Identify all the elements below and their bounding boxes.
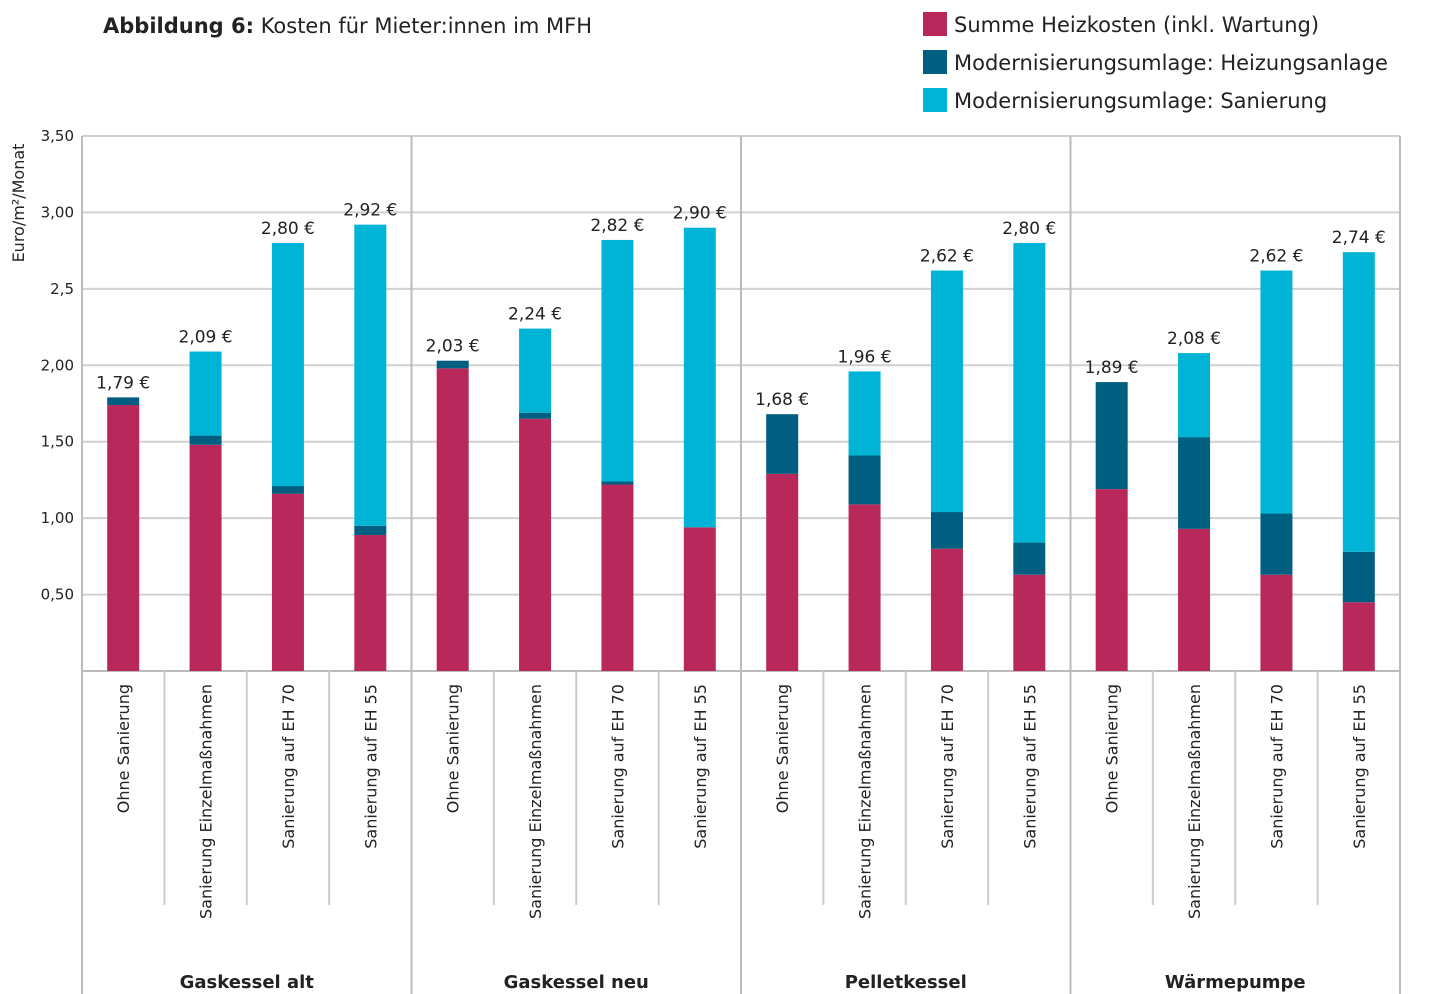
y-tick-label: 2,00: [41, 356, 74, 374]
bar-segment: [1260, 270, 1293, 514]
x-tick-label: Ohne Sanierung: [114, 684, 133, 813]
total-label: 1,79 €: [96, 373, 150, 393]
bar-segment: [930, 270, 963, 513]
bar-segment: [1342, 551, 1375, 603]
y-tick-label: 1,50: [41, 433, 74, 451]
bar-segment: [107, 405, 140, 671]
group-label: Gaskessel alt: [180, 972, 315, 993]
group-label: Wärmepumpe: [1165, 972, 1306, 993]
bar-segment: [601, 484, 634, 671]
bar-segment: [271, 493, 304, 671]
bar-segment: [519, 328, 552, 413]
title-text: Kosten für Mieter:innen im MFH: [261, 14, 592, 38]
x-tick-label: Sanierung Einzelmaßnahmen: [856, 684, 875, 919]
bar-segment: [1013, 574, 1046, 671]
legend-label: Summe Heizkosten (inkl. Wartung): [954, 13, 1319, 37]
legend-swatch: [923, 50, 947, 74]
bar-segment: [1178, 353, 1211, 438]
total-label: 2,74 €: [1332, 228, 1386, 248]
y-tick-label: 3,00: [41, 203, 74, 221]
total-label: 2,03 €: [426, 337, 480, 357]
total-label: 1,96 €: [838, 347, 892, 367]
y-tick-label: 0,50: [41, 586, 74, 604]
x-tick-label: Sanierung Einzelmaßnahmen: [526, 684, 545, 919]
x-tick-label: Sanierung Einzelmaßnahmen: [1185, 684, 1204, 919]
bar-segment: [189, 351, 222, 436]
bar-segment: [848, 504, 881, 671]
bar-segment: [436, 360, 469, 369]
bar-segment: [354, 534, 387, 671]
total-label: 2,82 €: [590, 216, 644, 236]
group-label: Pelletkessel: [845, 972, 967, 993]
x-tick-label: Sanierung auf EH 70: [938, 684, 957, 849]
bar-segment: [107, 397, 140, 406]
title-prefix: Abbildung 6:: [103, 14, 254, 38]
y-tick-label: 2,5: [50, 280, 74, 298]
bar-segment: [930, 548, 963, 671]
bar-segment: [1013, 542, 1046, 575]
bar-segment: [354, 224, 387, 526]
bar-segment: [601, 481, 634, 485]
total-label: 2,24 €: [508, 305, 562, 325]
x-tick-label: Ohne Sanierung: [444, 684, 463, 813]
x-tick-label: Sanierung auf EH 55: [361, 684, 380, 849]
total-label: 2,80 €: [261, 219, 315, 239]
total-label: 1,68 €: [755, 390, 809, 410]
legend-label: Modernisierungsumlage: Heizungsanlage: [954, 51, 1388, 75]
x-tick-label: Sanierung auf EH 55: [1350, 684, 1369, 849]
bar-segment: [271, 243, 304, 487]
bar-segment: [271, 486, 304, 494]
total-label: 2,08 €: [1167, 329, 1221, 349]
y-tick-label: 1,00: [41, 509, 74, 527]
total-label: 1,89 €: [1085, 358, 1139, 378]
bar-segment: [930, 512, 963, 549]
bar-segment: [683, 527, 716, 671]
total-label: 2,09 €: [179, 328, 233, 348]
x-tick-label: Sanierung auf EH 70: [608, 684, 627, 849]
total-label: 2,90 €: [673, 204, 727, 224]
bar-segment: [189, 444, 222, 671]
x-tick-label: Sanierung auf EH 70: [1267, 684, 1286, 849]
bar-segment: [436, 368, 469, 671]
x-tick-label: Sanierung auf EH 70: [279, 684, 298, 849]
bar-segment: [1178, 528, 1211, 671]
bar-segment: [1342, 252, 1375, 552]
bar-segment: [1342, 602, 1375, 671]
bar-segment: [1260, 574, 1293, 671]
bar-segment: [1260, 513, 1293, 575]
bar-segment: [848, 371, 881, 456]
total-label: 2,80 €: [1002, 219, 1056, 239]
total-label: 2,92 €: [343, 201, 397, 221]
bar-segment: [189, 435, 222, 445]
legend-swatch: [923, 12, 947, 36]
bar-segment: [1178, 437, 1211, 529]
chart-title: Abbildung 6: Kosten für Mieter:innen im …: [103, 14, 592, 38]
bar-segment: [601, 239, 634, 482]
x-tick-label: Ohne Sanierung: [773, 684, 792, 813]
bar-segment: [1013, 243, 1046, 543]
bar-segment: [1095, 489, 1128, 671]
group-label: Gaskessel neu: [504, 972, 649, 993]
bar-segment: [766, 473, 799, 671]
legend-swatch: [923, 88, 947, 112]
bar-segment: [519, 412, 552, 419]
bar-segment: [766, 414, 799, 474]
bar-segment: [683, 227, 716, 528]
x-tick-label: Sanierung Einzelmaßnahmen: [197, 684, 216, 919]
total-label: 2,62 €: [920, 247, 974, 267]
x-tick-label: Ohne Sanierung: [1103, 684, 1122, 813]
bar-segment: [848, 455, 881, 505]
bar-segment: [519, 418, 552, 671]
y-axis-label: Euro/m²/Monat: [9, 144, 28, 263]
legend-label: Modernisierungsumlage: Sanierung: [954, 89, 1327, 113]
bar-segment: [1095, 382, 1128, 490]
x-tick-label: Sanierung auf EH 55: [1020, 684, 1039, 849]
bar-segment: [354, 525, 387, 535]
y-tick-label: 3,50: [41, 127, 74, 145]
total-label: 2,62 €: [1249, 247, 1303, 267]
x-tick-label: Sanierung auf EH 55: [691, 684, 710, 849]
